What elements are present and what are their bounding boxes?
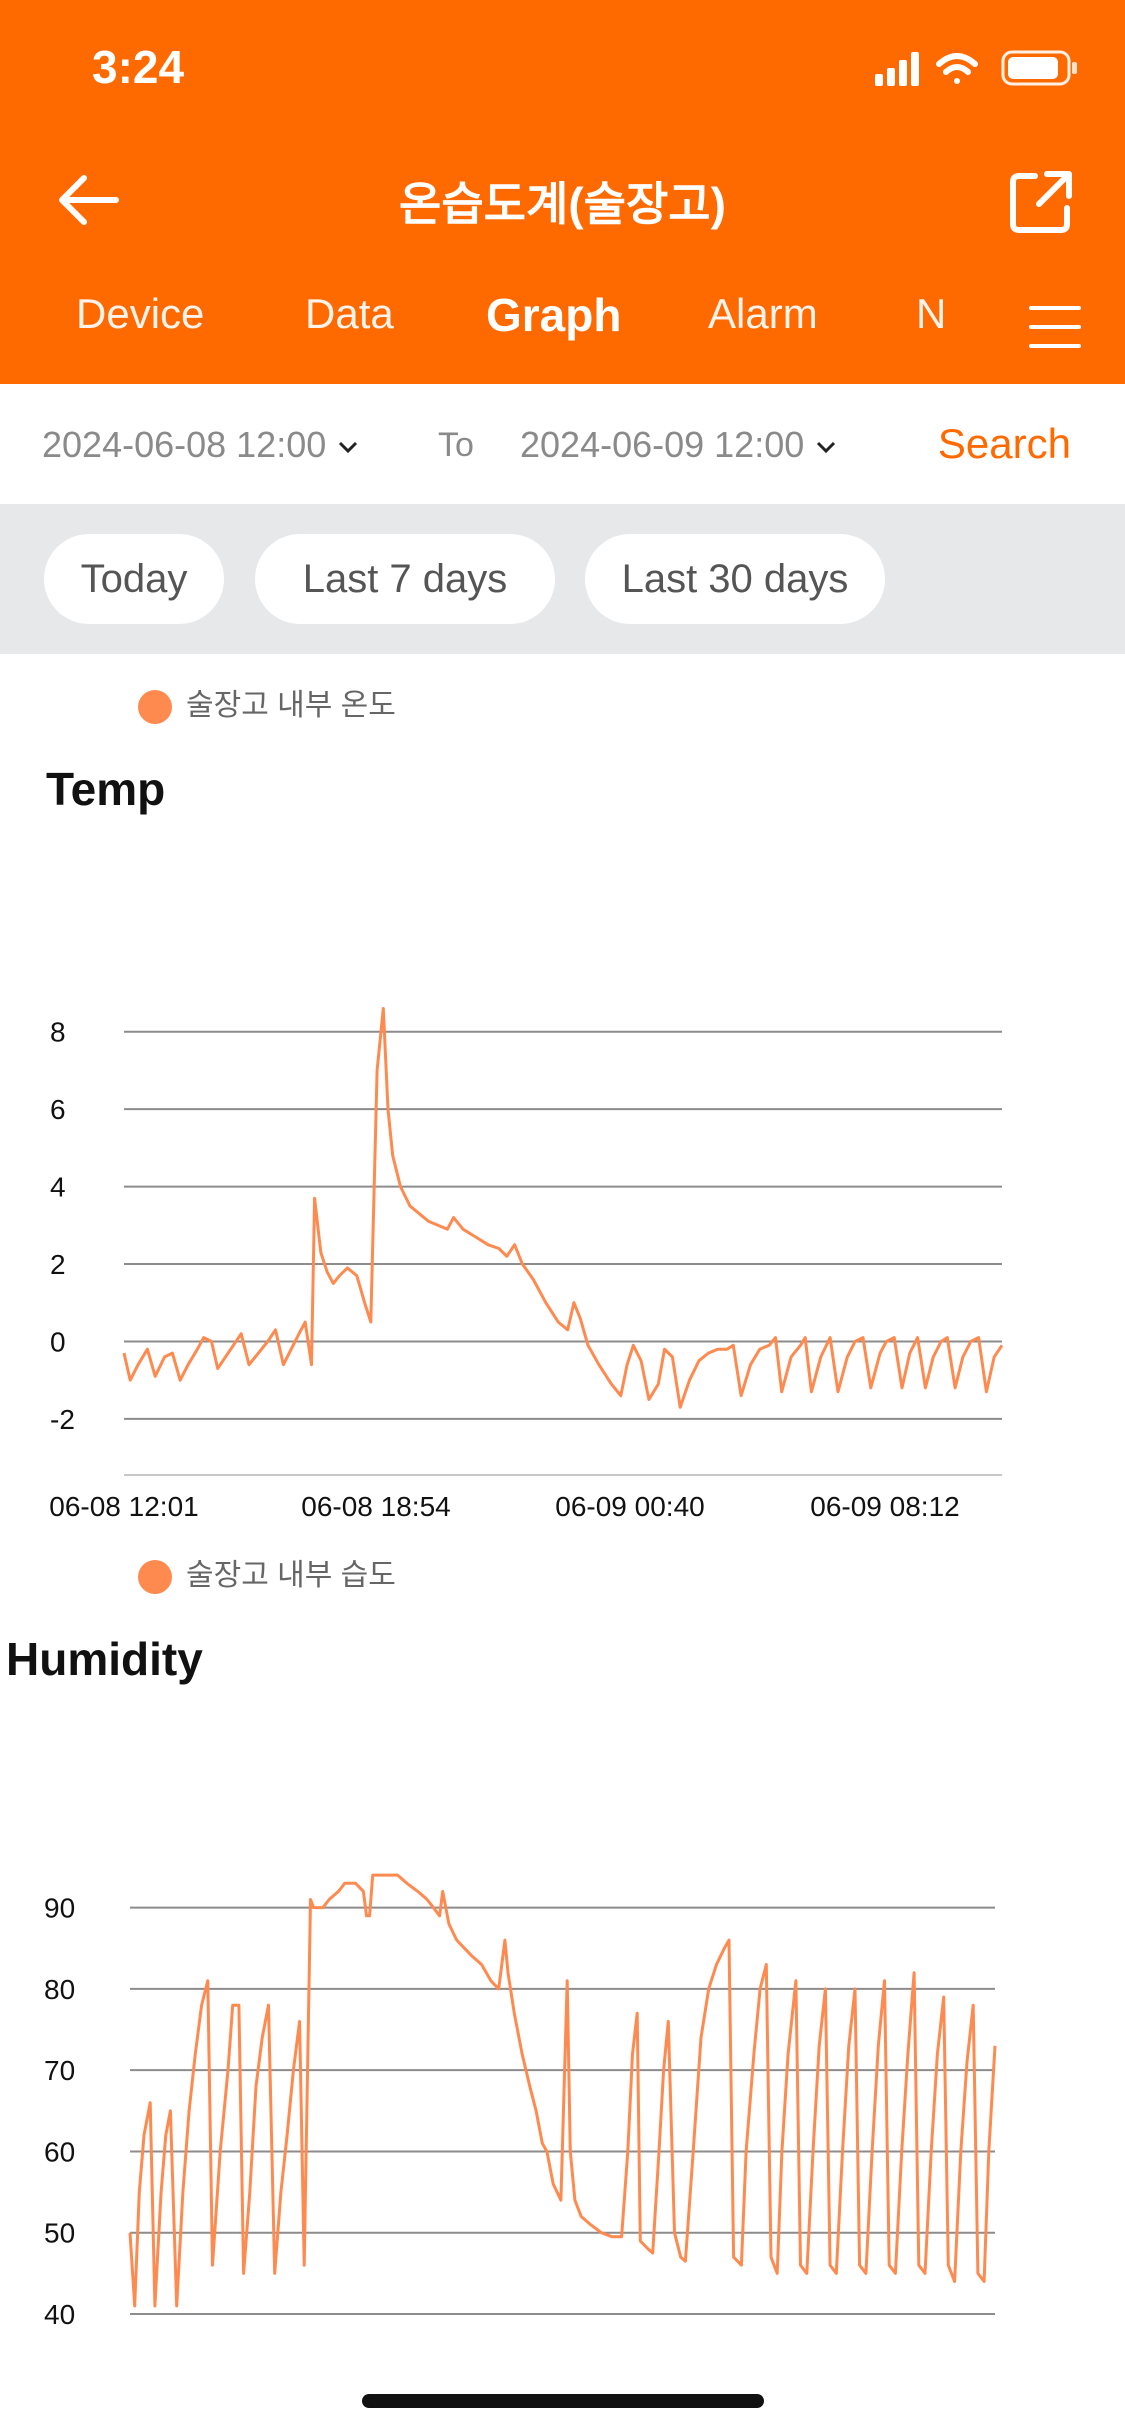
x-tick-label: 06-09 08:12 [810, 1491, 959, 1522]
y-tick-label: 0 [50, 1326, 66, 1357]
temp-chart: 8 6 4 2 0 -2 06-08 12:01 06-08 18:54 06-09 00:40… [49, 1007, 1004, 1522]
status-icons [875, 50, 1077, 86]
to-label: To [438, 426, 474, 464]
status-time: 3:24 [92, 41, 185, 93]
wifi-icon [936, 53, 978, 84]
y-tick-label: 6 [50, 1094, 66, 1125]
from-date-value: 2024-06-08 12:00 [42, 424, 327, 465]
y-tick-label: 40 [44, 2299, 75, 2330]
tab-alarm[interactable]: Alarm [708, 290, 818, 337]
tab-device[interactable]: Device [76, 290, 205, 337]
search-button[interactable]: Search [937, 420, 1071, 467]
from-date-picker[interactable]: 2024-06-08 12:00 [42, 424, 358, 466]
last-7-days-button[interactable]: Last 7 days [255, 534, 555, 624]
app-header: 3:24 온습도계(술장고) Device Data Graph Alarm N [0, 0, 1125, 384]
hamburger-menu-icon[interactable] [1025, 302, 1085, 352]
home-indicator [362, 2394, 764, 2408]
export-icon[interactable] [1007, 166, 1077, 236]
today-button[interactable]: Today [44, 534, 224, 624]
y-tick-label: 70 [44, 2055, 75, 2086]
legend-swatch [138, 690, 172, 725]
x-tick-label: 06-08 18:54 [301, 1491, 450, 1522]
tab-more[interactable]: N [916, 290, 947, 337]
humidity-chart-title: Humidity [6, 1633, 203, 1685]
temp-chart-title: Temp [46, 763, 166, 815]
humidity-legend: 술장고 내부 습도 [138, 1550, 396, 1595]
back-arrow-icon[interactable] [54, 160, 134, 240]
battery-icon [1001, 50, 1077, 86]
tab-bar: Device Data Graph Alarm N [0, 289, 1125, 360]
y-tick-label: 4 [50, 1172, 66, 1203]
legend-swatch [138, 1560, 172, 1595]
tab-graph[interactable]: Graph [486, 289, 622, 341]
to-date-value: 2024-06-09 12:00 [520, 424, 805, 465]
date-range-bar: 2024-06-08 12:00 To 2024-06-09 12:00 Sea… [0, 384, 1125, 504]
y-tick-label: 50 [44, 2218, 75, 2249]
y-tick-label: -2 [50, 1404, 75, 1435]
y-tick-label: 2 [50, 1249, 66, 1280]
series-line [128, 1873, 997, 2308]
humidity-chart: 90 80 70 60 50 40 [44, 1873, 997, 2330]
y-tick-label: 90 [44, 1893, 75, 1924]
signal-icon [875, 52, 919, 86]
series-line [122, 1007, 1004, 1409]
x-tick-label: 06-08 12:01 [49, 1491, 198, 1522]
y-tick-label: 80 [44, 1974, 75, 2005]
last-30-days-button[interactable]: Last 30 days [585, 534, 885, 624]
x-tick-label: 06-09 00:40 [555, 1491, 704, 1522]
chevron-down-icon [817, 442, 836, 454]
temp-legend: 술장고 내부 온도 [138, 680, 396, 725]
temp-legend-label: 술장고 내부 온도 [186, 689, 396, 722]
humidity-legend-label: 술장고 내부 습도 [186, 1559, 396, 1592]
to-date-picker[interactable]: 2024-06-09 12:00 [520, 424, 836, 466]
y-tick-label: 8 [50, 1017, 66, 1048]
tab-data[interactable]: Data [305, 290, 394, 337]
page-title: 온습도계(술장고) [399, 178, 726, 230]
quick-range-row: Today Last 7 days Last 30 days [0, 504, 1125, 654]
y-tick-label: 60 [44, 2136, 75, 2167]
chevron-down-icon [339, 442, 358, 454]
